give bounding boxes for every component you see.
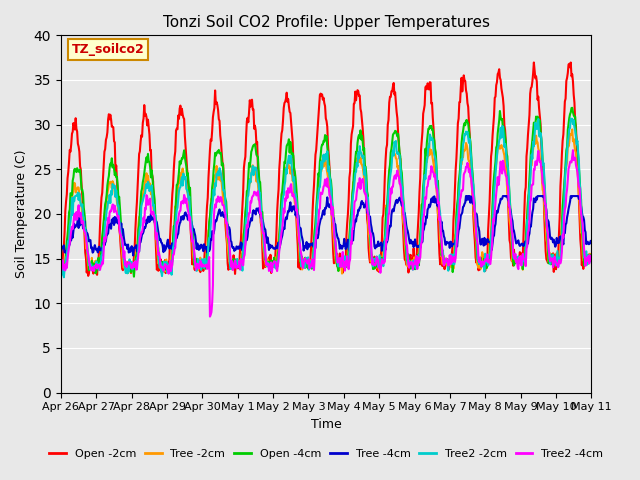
Y-axis label: Soil Temperature (C): Soil Temperature (C) xyxy=(15,150,28,278)
Text: TZ_soilco2: TZ_soilco2 xyxy=(72,43,144,56)
Title: Tonzi Soil CO2 Profile: Upper Temperatures: Tonzi Soil CO2 Profile: Upper Temperatur… xyxy=(163,15,490,30)
X-axis label: Time: Time xyxy=(311,418,342,431)
Legend: Open -2cm, Tree -2cm, Open -4cm, Tree -4cm, Tree2 -2cm, Tree2 -4cm: Open -2cm, Tree -2cm, Open -4cm, Tree -4… xyxy=(45,444,608,463)
